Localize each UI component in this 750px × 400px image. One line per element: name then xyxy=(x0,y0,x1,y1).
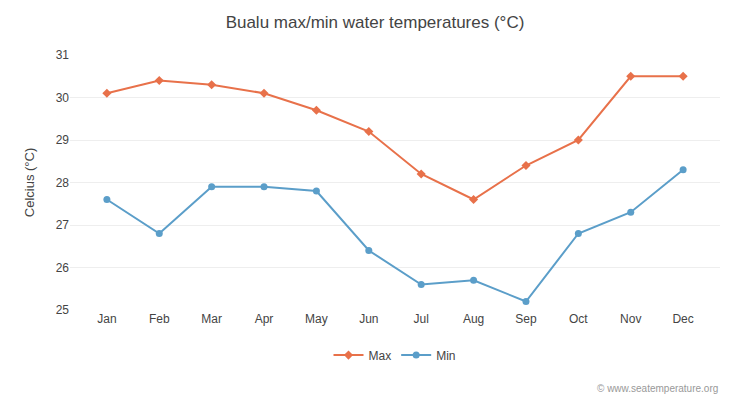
svg-text:Sep: Sep xyxy=(515,312,537,326)
svg-text:Mar: Mar xyxy=(201,312,222,326)
svg-text:30: 30 xyxy=(56,91,70,105)
svg-text:Bualu max/min water temperatur: Bualu max/min water temperatures (°C) xyxy=(226,13,525,32)
svg-text:26: 26 xyxy=(56,261,70,275)
svg-text:Aug: Aug xyxy=(463,312,484,326)
svg-text:Dec: Dec xyxy=(672,312,693,326)
svg-text:Celcius (°C): Celcius (°C) xyxy=(22,148,37,217)
svg-text:28: 28 xyxy=(56,176,70,190)
svg-text:May: May xyxy=(305,312,328,326)
svg-text:Apr: Apr xyxy=(255,312,274,326)
svg-text:31: 31 xyxy=(56,48,70,62)
svg-text:© www.seatemperature.org: © www.seatemperature.org xyxy=(597,383,718,394)
svg-text:Oct: Oct xyxy=(569,312,588,326)
svg-text:Jan: Jan xyxy=(97,312,116,326)
svg-text:29: 29 xyxy=(56,133,70,147)
svg-text:Max: Max xyxy=(369,349,392,363)
svg-text:Jul: Jul xyxy=(414,312,429,326)
svg-text:27: 27 xyxy=(56,218,70,232)
svg-text:Jun: Jun xyxy=(359,312,378,326)
svg-text:Min: Min xyxy=(436,349,455,363)
svg-text:Nov: Nov xyxy=(620,312,641,326)
svg-text:25: 25 xyxy=(56,303,70,317)
svg-text:Feb: Feb xyxy=(149,312,170,326)
